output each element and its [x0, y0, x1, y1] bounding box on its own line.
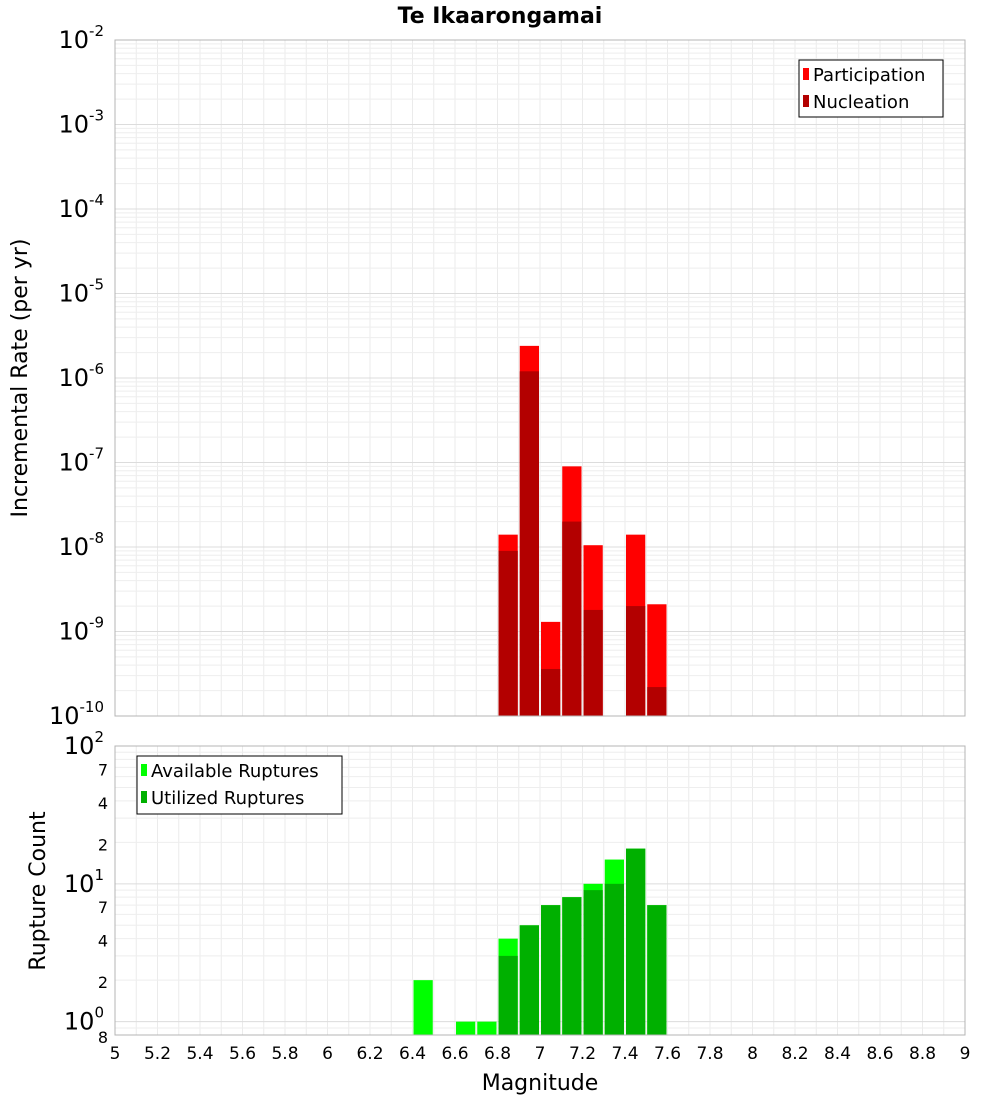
bar-rate-inner [541, 668, 561, 716]
y-tick-label: 8 [98, 1028, 108, 1047]
top-y-axis-label: Incremental Rate (per yr) [8, 239, 33, 518]
bar-rate-inner [498, 550, 518, 716]
y-tick-label: 7 [98, 898, 108, 917]
bar-rate-inner [562, 521, 582, 716]
legend-swatch [141, 791, 147, 803]
y-tick-label: 4 [98, 932, 108, 951]
y-tick-label: 10-5 [58, 276, 104, 308]
x-tick-label: 5.8 [271, 1044, 298, 1064]
bar-rate-inner [583, 609, 603, 716]
rate-panel: 10-2 10-3 10-4 10-5 10-6 10-7 10-8 10-9 10-10 Par… [49, 22, 966, 730]
y-tick-label: 10-8 [58, 529, 104, 561]
plot-frame [114, 39, 966, 717]
legend-swatch [803, 68, 809, 80]
bar-count-outer [477, 1021, 497, 1035]
legend-box [798, 59, 944, 118]
y-tick-label: 10-7 [58, 445, 104, 477]
legend-swatch [803, 95, 809, 107]
x-tick-label: 7.4 [611, 1044, 638, 1064]
x-tick-label: 5.2 [144, 1044, 171, 1064]
plot-frame [114, 745, 966, 1036]
y-tick-label: 10-9 [58, 614, 104, 646]
y-tick-label: 10-4 [58, 191, 104, 223]
chart-title: Te Ikaarongamai [398, 4, 603, 29]
x-tick-label: 8.4 [824, 1044, 851, 1064]
y-tick-label: 102 [64, 728, 104, 760]
y-tick-label: 10-2 [58, 22, 104, 54]
bar-rate-inner [519, 371, 539, 716]
bottom-y-axis-label: Rupture Count [26, 811, 51, 971]
bar-rate-inner [626, 606, 646, 716]
bar-count-inner [562, 897, 582, 1035]
bar-count-inner [498, 955, 518, 1035]
x-tick-label: 8 [747, 1044, 758, 1064]
x-tick-label: 5.6 [229, 1044, 256, 1064]
bar-count-inner [647, 905, 667, 1035]
y-tick-label: 2 [98, 835, 108, 854]
x-tick-label: 8.6 [866, 1044, 893, 1064]
bar-rate-inner [647, 687, 667, 716]
x-tick-label: 6 [322, 1044, 333, 1064]
bar-count-inner [519, 925, 539, 1035]
bar-count-outer [413, 980, 433, 1035]
bar-count-inner [604, 883, 624, 1035]
y-tick-label: 2 [98, 973, 108, 992]
legend-swatch [141, 764, 147, 776]
x-tick-label: 6.4 [399, 1044, 426, 1064]
y-tick-label: 10-10 [49, 698, 104, 730]
y-tick-label: 10-3 [58, 107, 104, 139]
bar-count-inner [583, 890, 603, 1035]
y-tick-label: 4 [98, 794, 108, 813]
bar-count-inner [626, 848, 646, 1035]
legend-label: Participation [813, 65, 925, 86]
x-axis-label: Magnitude [482, 1071, 599, 1096]
x-tick-label: 5 [110, 1044, 121, 1064]
x-tick-label: 8.2 [781, 1044, 808, 1064]
legend-box [136, 755, 343, 815]
x-tick-label: 8.8 [909, 1044, 936, 1064]
legend-label: Nucleation [813, 92, 909, 113]
x-tick-label: 9 [960, 1044, 971, 1064]
y-tick-label: 101 [64, 866, 104, 898]
x-tick-label: 7.8 [696, 1044, 723, 1064]
y-tick-label: 7 [98, 760, 108, 779]
y-tick-label: 100 [64, 1004, 104, 1036]
bar-count-inner [541, 905, 561, 1035]
y-tick-label: 10-6 [58, 360, 104, 392]
bar-count-outer [456, 1021, 476, 1035]
x-tick-label: 6.6 [441, 1044, 468, 1064]
x-tick-label: 7 [535, 1044, 546, 1064]
legend-label: Available Ruptures [151, 761, 319, 782]
x-tick-label: 6.8 [484, 1044, 511, 1064]
x-tick-label: 5.4 [186, 1044, 213, 1064]
x-tick-label: 6.2 [356, 1044, 383, 1064]
legend-label: Utilized Ruptures [151, 788, 304, 809]
x-tick-label: 7.6 [654, 1044, 681, 1064]
x-tick-label: 7.2 [569, 1044, 596, 1064]
